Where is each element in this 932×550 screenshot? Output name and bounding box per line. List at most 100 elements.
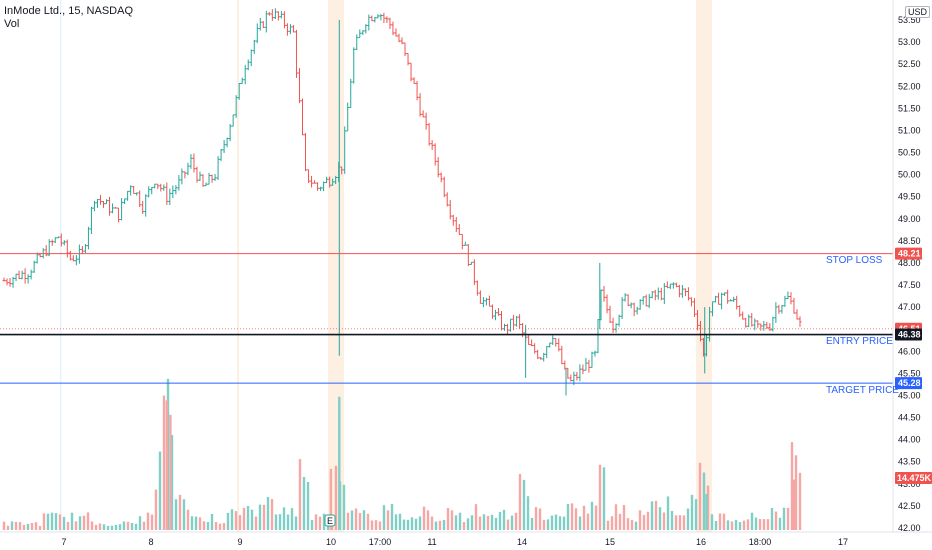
- price-tick-label: 48.00: [898, 258, 921, 268]
- volume-bar: [610, 516, 614, 530]
- volume-bar: [570, 503, 574, 530]
- volume-bar: [174, 499, 178, 530]
- volume-bar: [346, 512, 350, 530]
- volume-bar: [94, 524, 98, 530]
- volume-bar: [254, 516, 258, 530]
- price-tick-label: 42.50: [898, 501, 921, 511]
- volume-bar: [510, 515, 514, 530]
- volume-bar: [338, 396, 341, 530]
- target-price-badge-text: 45.28: [898, 378, 921, 388]
- entry-price-badge-text: 46.38: [898, 330, 921, 340]
- volume-bar: [414, 518, 418, 530]
- volume-bar: [430, 516, 434, 530]
- volume-bar: [586, 513, 590, 530]
- volume-bar: [214, 522, 218, 530]
- volume-bar: [318, 516, 322, 530]
- volume-bar: [42, 513, 46, 530]
- volume-bar: [766, 519, 770, 530]
- volume-bar: [782, 507, 786, 530]
- volume-bar: [418, 516, 422, 530]
- volume-bar: [238, 515, 242, 530]
- volume-bar: [582, 505, 586, 530]
- volume-bar: [154, 489, 158, 530]
- volume-bar: [110, 525, 114, 530]
- volume-bar: [142, 521, 146, 530]
- volume-bar: [382, 505, 386, 530]
- session-shade: [328, 0, 344, 532]
- volume-bar: [169, 414, 172, 530]
- volume-bar: [514, 512, 518, 530]
- volume-bars: [2, 378, 802, 530]
- time-tick-label: 14: [517, 537, 527, 547]
- volume-bar: [329, 468, 333, 530]
- volume-bar: [6, 525, 10, 530]
- price-tick-label: 46.00: [898, 346, 921, 356]
- volume-bar: [746, 519, 750, 530]
- volume-bar: [438, 520, 442, 530]
- volume-bar: [498, 511, 502, 530]
- volume-bar: [522, 479, 526, 530]
- volume-bar: [198, 517, 202, 530]
- volume-bar: [266, 496, 270, 530]
- entry-price-badge: [895, 328, 922, 341]
- volume-bar: [682, 515, 686, 530]
- volume-bar: [10, 521, 14, 530]
- volume-bar: [178, 494, 182, 530]
- volume-bar: [246, 505, 250, 530]
- volume-bar: [454, 515, 458, 530]
- volume-bar: [78, 516, 82, 530]
- volume-bar: [302, 476, 306, 530]
- volume-bar: [562, 516, 566, 530]
- volume-bar: [194, 516, 198, 530]
- volume-bar: [286, 514, 290, 530]
- volume-bar: [750, 512, 754, 530]
- volume-bar: [126, 521, 130, 530]
- volume-bar: [792, 479, 796, 530]
- volume-bar: [354, 508, 358, 530]
- price-tick-label: 51.00: [898, 125, 921, 135]
- price-bars: [2, 8, 802, 396]
- volume-badge: [895, 472, 932, 484]
- price-axis: 53.50 53.00 52.50 52.00 51.50 51.00 50.50 50.00…: [892, 0, 921, 533]
- volume-bar: [718, 513, 722, 530]
- price-tick-label: 53.50: [898, 15, 921, 25]
- volume-bar: [294, 516, 298, 530]
- volume-bar: [186, 509, 190, 530]
- volume-bar: [130, 523, 134, 530]
- volume-bar: [250, 509, 254, 530]
- volume-bar: [578, 516, 582, 530]
- volume-bar: [398, 513, 402, 530]
- volume-bar: [202, 521, 206, 530]
- volume-bar: [642, 514, 646, 530]
- volume-bar: [654, 500, 658, 530]
- price-tick-label: 42.00: [898, 523, 921, 533]
- volume-bar: [270, 498, 274, 530]
- volume-bar: [226, 512, 230, 530]
- volume-bar: [602, 467, 606, 530]
- volume-bar: [494, 517, 498, 530]
- stop-loss-badge: [895, 247, 922, 260]
- volume-bar: [618, 513, 622, 530]
- volume-bar: [662, 512, 666, 530]
- volume-bar: [734, 519, 738, 530]
- time-tick-label: 11: [427, 537, 436, 547]
- volume-bar: [730, 521, 734, 530]
- volume-bar: [90, 521, 94, 530]
- volume-bar: [638, 510, 642, 530]
- volume-bar: [118, 524, 122, 530]
- volume-bar: [114, 524, 118, 530]
- stop-loss-label: STOP LOSS: [826, 255, 883, 266]
- volume-bar: [282, 507, 286, 530]
- volume-bar: [158, 451, 162, 530]
- volume-bar: [322, 513, 326, 530]
- currency-label[interactable]: USD: [905, 6, 931, 18]
- volume-bar: [82, 515, 86, 530]
- volume-bar: [366, 513, 370, 530]
- volume-bar: [634, 521, 638, 530]
- volume-bar: [350, 510, 354, 530]
- volume-bar: [206, 521, 210, 530]
- volume-bar: [234, 511, 238, 530]
- earnings-icon[interactable]: [324, 514, 336, 527]
